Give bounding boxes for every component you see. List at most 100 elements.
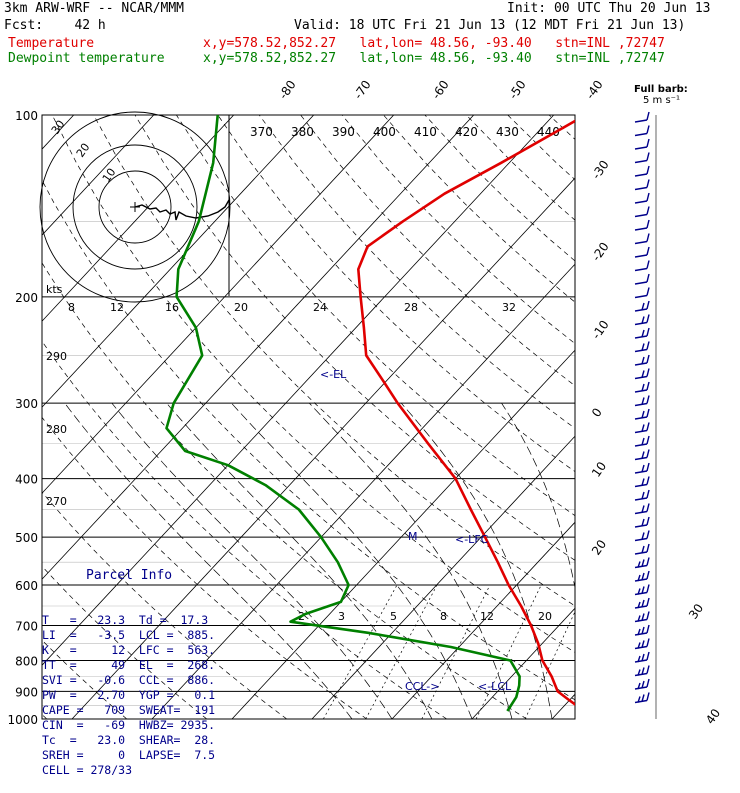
isotherm--10 [312, 115, 740, 719]
wind-barb-27 [635, 477, 649, 487]
mixing-ratio-line-3 [366, 585, 437, 719]
temp-tick-label--60: -60 [429, 78, 452, 102]
isotherm--30 [152, 115, 714, 719]
moist-adiabat-25 [502, 403, 592, 719]
mixing-ratio-line-8 [476, 585, 541, 719]
pressure-label-300: 300 [15, 397, 38, 411]
wind-barb-16 [635, 328, 649, 338]
theta-e-label-290: 290 [46, 350, 67, 363]
wind-barb-43 [635, 693, 649, 703]
dry-adiabat-470 [715, 115, 740, 719]
pressure-label-200: 200 [15, 291, 38, 305]
hodograph-ring-label-20: 20 [74, 141, 93, 160]
moist-adiabat-35 [672, 403, 681, 719]
wind-barbs [635, 112, 656, 719]
lfc-annotation: <-LFC [455, 533, 489, 546]
wind-barb-2 [635, 139, 649, 149]
mixing-ratio-label-3: 3 [338, 610, 345, 623]
wind-barb-28 [635, 490, 649, 500]
speed-label-32: 32 [502, 301, 516, 314]
pressure-label-900: 900 [15, 685, 38, 699]
wind-barb-36 [635, 598, 649, 608]
parcel-row: SVI = -0.6 CCL = 886. [42, 673, 230, 688]
speed-label-12: 12 [110, 301, 124, 314]
m-annotation: M [408, 530, 418, 543]
pressure-label-800: 800 [15, 654, 38, 668]
theta-label-420: 420 [455, 125, 478, 139]
wind-barb-18 [635, 355, 649, 365]
wind-barb-0 [635, 112, 649, 122]
parcel-row: LI = -3.5 LCL = 885. [42, 628, 230, 643]
pressure-label-400: 400 [15, 473, 38, 487]
wind-barb-4 [635, 166, 649, 176]
wind-barb-37 [635, 612, 649, 622]
wind-barb-17 [635, 342, 649, 352]
wind-barb-1 [635, 126, 649, 136]
wind-barb-35 [635, 585, 649, 595]
wind-barb-3 [635, 153, 649, 163]
wind-barb-8 [635, 220, 649, 230]
full-barb-label: Full barb: [634, 84, 688, 95]
mixing-ratio-label-5: 5 [390, 610, 397, 623]
wind-barb-10 [635, 247, 649, 257]
wind-barb-24 [635, 436, 649, 446]
wind-barb-40 [635, 652, 649, 662]
speed-label-16: 16 [165, 301, 179, 314]
temp-tick-label--80: -80 [276, 78, 299, 102]
dry-adiabat-350 [218, 115, 740, 719]
speed-label-24: 24 [313, 301, 327, 314]
wind-barb-41 [635, 666, 649, 676]
temperature-profile [358, 115, 588, 719]
theta-label-370: 370 [250, 125, 273, 139]
speed-label-20: 20 [234, 301, 248, 314]
wind-barb-31 [635, 531, 649, 541]
wind-barb-30 [635, 517, 649, 527]
hodograph-ring-label-10: 10 [100, 166, 119, 185]
speed-label-8: 8 [68, 301, 75, 314]
wind-barb-9 [635, 234, 649, 244]
wind-barb-22 [635, 409, 649, 419]
speed-label-28: 28 [404, 301, 418, 314]
temp-tick-label-30: 30 [686, 601, 706, 622]
wind-barb-19 [635, 369, 649, 379]
mixing-ratio-label-8: 8 [440, 610, 447, 623]
wind-barb-12 [635, 274, 649, 284]
wind-barb-15 [635, 315, 649, 325]
temp-tick-label--50: -50 [506, 78, 529, 102]
dry-adiabat-440 [591, 115, 740, 719]
speed-label-kts: kts [46, 283, 63, 296]
parcel-row: SREH = 0 LAPSE= 7.5 [42, 748, 230, 763]
ccl-annotation: CCL-> [405, 680, 439, 693]
temp-tick-label-0: 0 [589, 405, 605, 419]
full-barb-unit: 5 m s⁻¹ [643, 95, 680, 106]
mixing-ratio-label-20: 20 [538, 610, 552, 623]
theta-label-430: 430 [496, 125, 519, 139]
theta-label-400: 400 [373, 125, 396, 139]
wind-barb-7 [635, 207, 649, 217]
pressure-label-700: 700 [15, 619, 38, 633]
parcel-row: TT = 49 EL = 268. [42, 658, 230, 673]
wind-barb-38 [635, 625, 649, 635]
dry-adiabat-410 [466, 115, 740, 719]
wind-barb-14 [635, 301, 649, 311]
parcel-row: K = 12 LFC = 563. [42, 643, 230, 658]
temp-tick-label--30: -30 [589, 158, 612, 182]
lcl-annotation: <-LCL [478, 680, 512, 693]
mixing-ratio-label-12: 12 [480, 610, 494, 623]
temp-tick-label--10: -10 [589, 318, 612, 342]
parcel-row: CIN = -69 HWBZ= 2935. [42, 718, 230, 733]
temp-tick-label--20: -20 [589, 240, 612, 264]
parcel-row: CELL = 278/33 [42, 763, 230, 778]
wind-barb-13 [635, 288, 649, 298]
wind-barb-5 [635, 180, 649, 190]
pressure-label-600: 600 [15, 579, 38, 593]
pressure-label-1000: 1000 [7, 713, 38, 727]
wind-barb-39 [635, 639, 649, 649]
wind-barb-29 [635, 504, 649, 514]
parcel-row: T = 23.3 Td = 17.3 [42, 613, 230, 628]
dry-adiabat-420 [508, 115, 740, 719]
wind-barb-34 [635, 571, 649, 581]
theta-label-410: 410 [414, 125, 437, 139]
pressure-label-500: 500 [15, 531, 38, 545]
